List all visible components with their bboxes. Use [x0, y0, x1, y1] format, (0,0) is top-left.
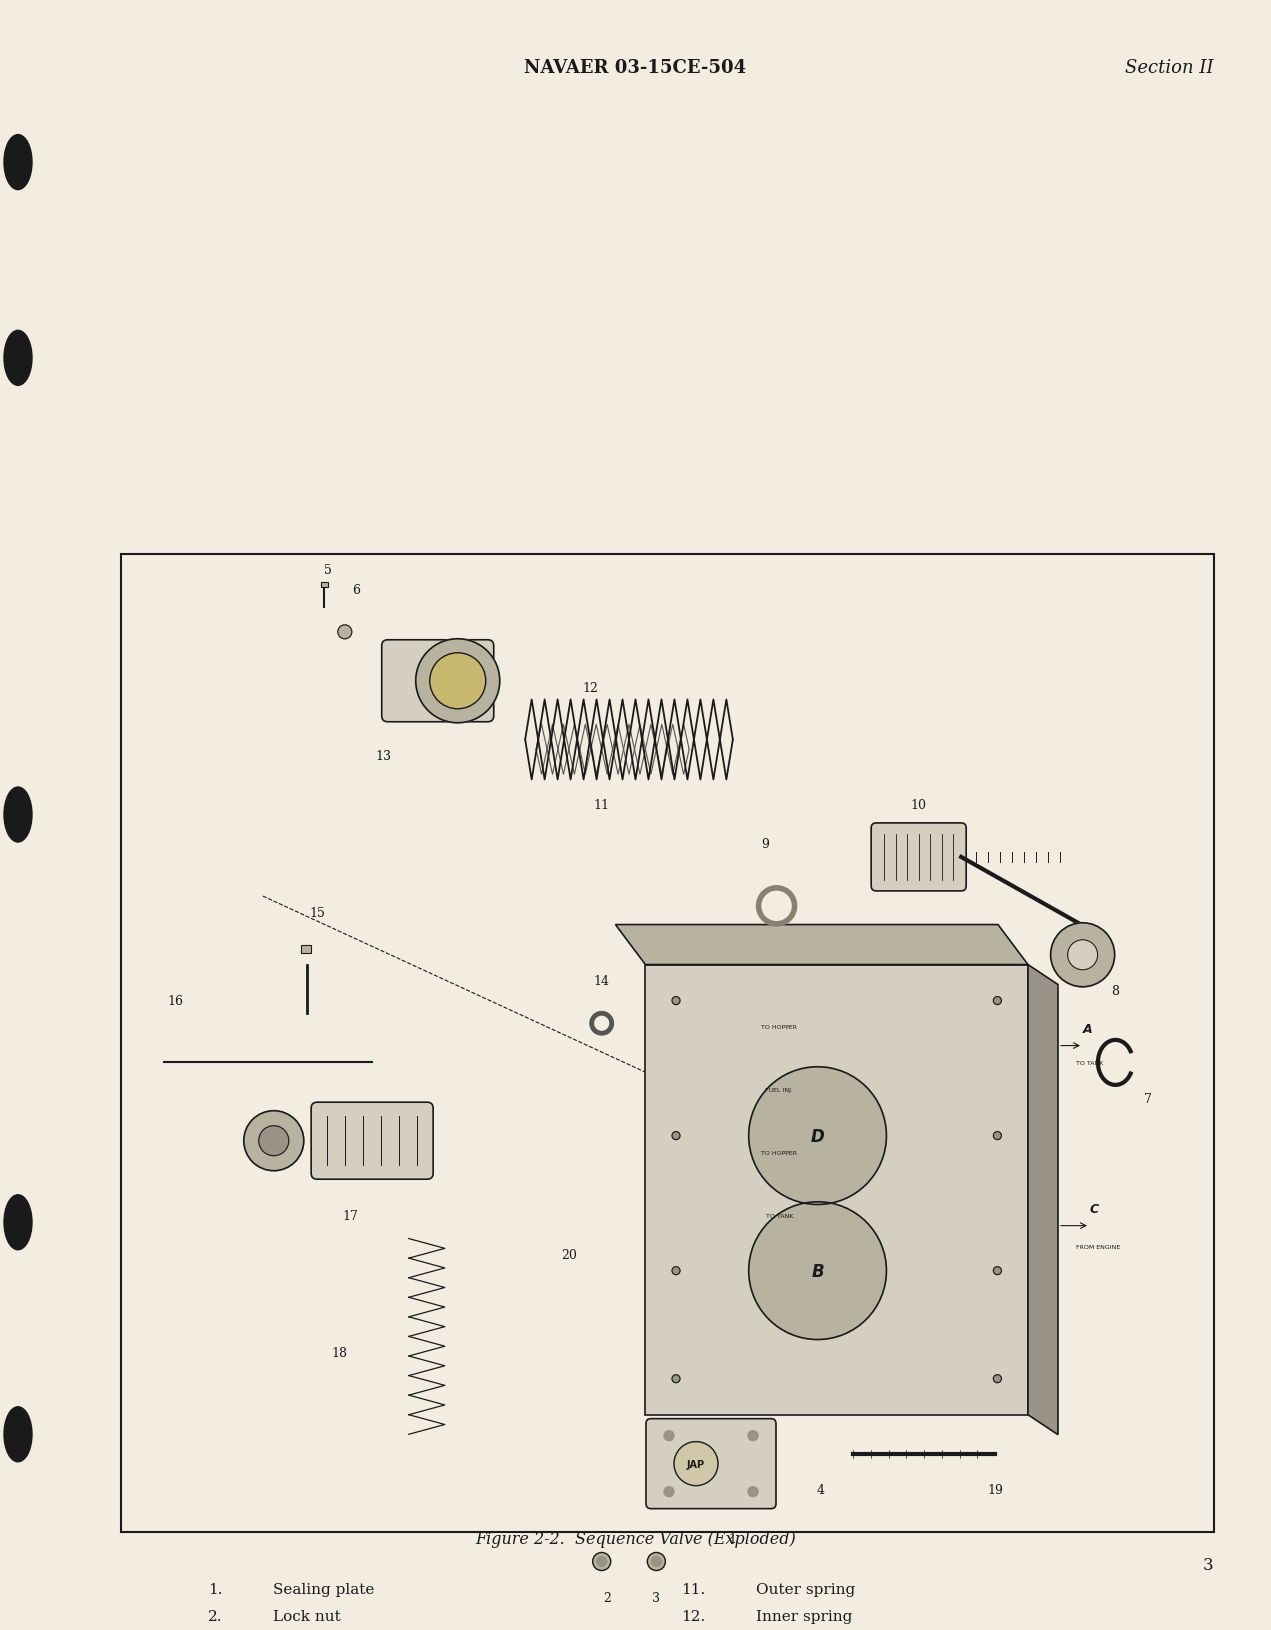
- Text: 8: 8: [1111, 985, 1120, 998]
- Text: 16: 16: [168, 994, 183, 1007]
- Text: 4: 4: [816, 1483, 825, 1496]
- Circle shape: [749, 1487, 758, 1496]
- Circle shape: [663, 1487, 674, 1496]
- FancyBboxPatch shape: [871, 823, 966, 892]
- Circle shape: [994, 1267, 1002, 1275]
- Text: 12: 12: [583, 681, 599, 694]
- Text: 19: 19: [988, 1483, 1003, 1496]
- Circle shape: [749, 1201, 886, 1340]
- Circle shape: [416, 639, 500, 724]
- Ellipse shape: [4, 1407, 32, 1462]
- Text: TO HOPPER: TO HOPPER: [761, 1149, 797, 1156]
- Text: Sealing plate: Sealing plate: [273, 1583, 375, 1596]
- Text: 6: 6: [352, 584, 360, 597]
- Text: B: B: [811, 1262, 824, 1280]
- Circle shape: [672, 1374, 680, 1382]
- Text: Section II: Section II: [1125, 59, 1214, 77]
- Text: FROM ENGINE: FROM ENGINE: [1077, 1244, 1120, 1249]
- Circle shape: [994, 1131, 1002, 1139]
- Text: D: D: [811, 1126, 825, 1144]
- Text: 15: 15: [310, 906, 325, 919]
- Text: 11: 11: [594, 799, 610, 812]
- Text: JAP: JAP: [686, 1459, 705, 1469]
- Circle shape: [672, 1267, 680, 1275]
- Ellipse shape: [4, 331, 32, 386]
- Polygon shape: [1028, 965, 1057, 1434]
- Text: 1.: 1.: [208, 1583, 222, 1596]
- Circle shape: [674, 1443, 718, 1485]
- Text: 18: 18: [332, 1346, 347, 1359]
- Circle shape: [1051, 923, 1115, 988]
- Text: 11.: 11.: [681, 1583, 705, 1596]
- Text: Inner spring: Inner spring: [756, 1609, 853, 1623]
- Bar: [121, 554, 1214, 1532]
- Text: FUEL INJ.: FUEL INJ.: [765, 1087, 793, 1092]
- Circle shape: [749, 1431, 758, 1441]
- Text: C: C: [1091, 1203, 1099, 1216]
- Text: 17: 17: [342, 1209, 358, 1222]
- Circle shape: [647, 1552, 665, 1571]
- FancyBboxPatch shape: [311, 1102, 433, 1180]
- Circle shape: [672, 1131, 680, 1139]
- Text: 7: 7: [1144, 1092, 1152, 1105]
- Text: Outer spring: Outer spring: [756, 1583, 855, 1596]
- Circle shape: [244, 1112, 304, 1170]
- Circle shape: [663, 1431, 674, 1441]
- Circle shape: [672, 998, 680, 1006]
- Polygon shape: [615, 924, 1028, 965]
- Circle shape: [430, 654, 486, 709]
- Text: 5: 5: [324, 564, 332, 577]
- Text: Figure 2-2.  Sequence Valve (Exploded): Figure 2-2. Sequence Valve (Exploded): [475, 1531, 796, 1547]
- Text: 3: 3: [652, 1591, 661, 1604]
- FancyBboxPatch shape: [381, 641, 493, 722]
- Text: 13: 13: [375, 750, 391, 763]
- Text: 2.: 2.: [208, 1609, 222, 1623]
- Bar: [646, 965, 1028, 1415]
- Circle shape: [651, 1557, 661, 1566]
- Text: Lock nut: Lock nut: [273, 1609, 341, 1623]
- Circle shape: [596, 1557, 606, 1566]
- Circle shape: [1068, 941, 1098, 970]
- Text: TO HOPPER: TO HOPPER: [761, 1024, 797, 1029]
- Text: 14: 14: [594, 975, 610, 988]
- Text: 3: 3: [1204, 1557, 1214, 1573]
- Text: 1: 1: [728, 1532, 737, 1545]
- Text: A: A: [1083, 1022, 1093, 1035]
- Ellipse shape: [4, 1195, 32, 1250]
- Ellipse shape: [4, 135, 32, 191]
- Bar: [322, 584, 328, 588]
- Circle shape: [338, 626, 352, 639]
- Text: 9: 9: [761, 838, 769, 851]
- FancyBboxPatch shape: [646, 1418, 777, 1509]
- Text: 2: 2: [604, 1591, 611, 1604]
- Circle shape: [994, 998, 1002, 1006]
- Text: NAVAER 03-15CE-504: NAVAER 03-15CE-504: [525, 59, 746, 77]
- Circle shape: [749, 1068, 886, 1205]
- Text: TO TANK: TO TANK: [1077, 1060, 1103, 1064]
- Text: TO TANK: TO TANK: [765, 1213, 793, 1218]
- Text: 20: 20: [561, 1249, 577, 1262]
- Bar: [301, 945, 311, 954]
- Text: 10: 10: [911, 799, 927, 812]
- Ellipse shape: [4, 787, 32, 843]
- Circle shape: [994, 1374, 1002, 1382]
- Text: 12.: 12.: [681, 1609, 705, 1623]
- Circle shape: [259, 1126, 289, 1156]
- Circle shape: [592, 1552, 610, 1571]
